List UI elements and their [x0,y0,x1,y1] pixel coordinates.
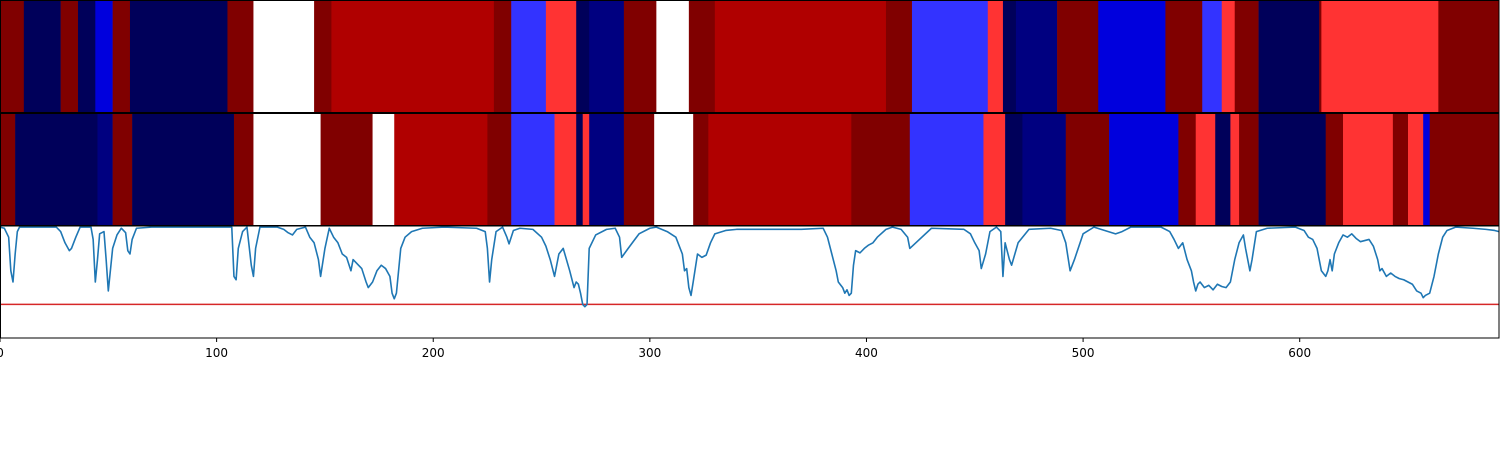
heatmap-segment [1195,113,1216,226]
heatmap-segment [1215,113,1231,226]
plot-background [0,226,1499,338]
heatmap-segment [656,0,690,113]
heatmap-segment [233,113,254,226]
heatmap-segment [227,0,254,113]
heatmap-segment [1178,113,1197,226]
state-heatmap-top [0,0,1500,113]
heatmap-segment [1258,0,1320,113]
x-tick-label: 400 [855,346,878,360]
heatmap-segment [129,0,228,113]
heatmap-segment [987,0,1004,113]
signal-line-panel [0,225,1500,339]
heatmap-segment [97,113,113,226]
heatmap-segment [0,113,16,226]
heatmap-segment [1319,0,1322,113]
heatmap-segment [708,113,852,226]
heatmap-segment [253,113,321,226]
heatmap-segment [554,113,577,226]
heatmap-segment [511,113,555,226]
heatmap-segment [1423,113,1430,226]
x-axis: 0 100 200 300 400 500 600 [0,338,1311,360]
heatmap-segment [1221,0,1236,113]
heatmap-segment [654,113,694,226]
heatmap-segment [1057,0,1099,113]
heatmap-segment [112,113,133,226]
state-heatmap-middle [0,113,1500,226]
heatmap-segment [693,113,709,226]
heatmap-segment [545,0,577,113]
heatmap-segment [1022,113,1067,226]
heatmap-segment [589,0,625,113]
heatmap-segment [1408,113,1424,226]
x-tick-label: 500 [1072,346,1095,360]
heatmap-segment [15,113,98,226]
heatmap-segment [1325,113,1344,226]
heatmap-segment [0,0,25,113]
heatmap-segment [1202,0,1223,113]
heatmap-segment [1429,113,1500,226]
heatmap-segment [1438,0,1500,113]
heatmap-segment [576,0,590,113]
x-tick-label: 200 [422,346,445,360]
heatmap-segment [911,0,989,113]
panel-frame [0,225,1500,339]
heatmap-segment [714,0,887,113]
heatmap-segment [623,0,657,113]
heatmap-segment [1015,0,1058,113]
heatmap-segment [511,0,547,113]
heatmap-segment [1239,113,1259,226]
heatmap-segment [983,113,1006,226]
heatmap-segment [851,113,911,226]
heatmap-segment [688,0,716,113]
heatmap-segment [1392,113,1409,226]
heatmap-segment [60,0,79,113]
x-tick-label: 300 [638,346,661,360]
heatmap-segment [1165,0,1203,113]
x-tick-label: 600 [1288,346,1311,360]
heatmap-segment [1234,0,1259,113]
heatmap-segment [372,113,395,226]
heatmap-segment [1098,0,1166,113]
heatmap-segment [1258,113,1327,226]
heatmap-segment [1230,113,1240,226]
heatmap-segment [487,113,512,226]
heatmap-segment [112,0,131,113]
heatmap-segment [909,113,984,226]
heatmap-segment [253,0,315,113]
heatmap-segment [95,0,113,113]
heatmap-segment [1109,113,1179,226]
heatmap-segment [1005,113,1023,226]
heatmap-segment [885,0,913,113]
heatmap-segment [394,113,488,226]
heatmap-segment [331,0,495,113]
heatmap-segment [320,113,373,226]
heatmap-segment [77,0,96,113]
heatmap-segment [23,0,61,113]
heatmap-segment [582,113,590,226]
heatmap-segment [314,0,332,113]
heatmap-segment [1002,0,1017,113]
heatmap-segment [589,113,625,226]
panel-frame [0,0,1500,113]
heatmap-segment [1343,113,1394,226]
heatmap-segment [132,113,235,226]
signal-line [0,226,1500,308]
heatmap-segment [493,0,512,113]
heatmap-segment [1321,0,1439,113]
heatmap-segment [576,113,584,226]
heatmap-segment [1065,113,1110,226]
x-tick-label: 100 [205,346,228,360]
x-tick-label: 0 [0,346,4,360]
heatmap-segment [623,113,655,226]
